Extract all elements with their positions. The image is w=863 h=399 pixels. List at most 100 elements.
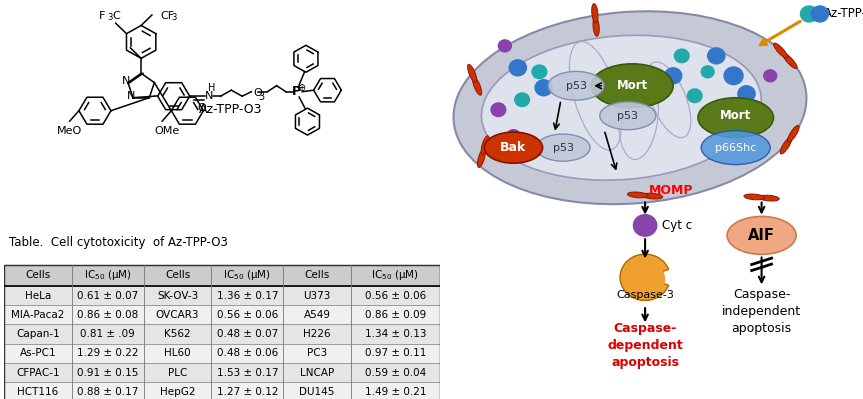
Ellipse shape: [482, 136, 489, 154]
Text: OMe: OMe: [154, 126, 180, 136]
Text: 0.59 ± 0.04: 0.59 ± 0.04: [365, 367, 426, 377]
Circle shape: [738, 86, 755, 102]
Text: Capan-1: Capan-1: [16, 329, 60, 339]
Bar: [4, 265, 440, 286]
Text: 0.91 ± 0.15: 0.91 ± 0.15: [77, 367, 138, 377]
Text: 0.61 ± 0.07: 0.61 ± 0.07: [77, 290, 138, 300]
Circle shape: [532, 65, 547, 79]
Bar: [4, 286, 440, 305]
Text: HepG2: HepG2: [160, 387, 195, 397]
Ellipse shape: [468, 64, 476, 83]
Ellipse shape: [701, 130, 770, 164]
Ellipse shape: [484, 132, 543, 163]
Circle shape: [491, 103, 506, 117]
Text: HeLa: HeLa: [25, 290, 51, 300]
Bar: [4, 324, 440, 344]
Text: K562: K562: [164, 329, 191, 339]
Ellipse shape: [773, 43, 788, 58]
Text: N: N: [127, 91, 135, 101]
Text: F: F: [99, 11, 105, 21]
Text: Cells: Cells: [165, 271, 190, 280]
Text: 3: 3: [172, 13, 177, 22]
Ellipse shape: [600, 102, 656, 130]
Text: 1.49 ± 0.21: 1.49 ± 0.21: [365, 387, 426, 397]
Text: 1.29 ± 0.22: 1.29 ± 0.22: [77, 348, 139, 358]
Ellipse shape: [593, 17, 599, 36]
Ellipse shape: [477, 149, 485, 168]
Circle shape: [507, 130, 520, 142]
Ellipse shape: [788, 125, 799, 142]
Text: IC$_{50}$ (μM): IC$_{50}$ (μM): [224, 269, 271, 282]
Text: Bak: Bak: [501, 141, 526, 154]
Circle shape: [764, 70, 777, 82]
Circle shape: [535, 80, 552, 96]
Circle shape: [498, 40, 511, 52]
Text: CF: CF: [161, 11, 174, 21]
Text: HCT116: HCT116: [17, 387, 59, 397]
Text: 0.48 ± 0.06: 0.48 ± 0.06: [217, 348, 278, 358]
Circle shape: [665, 68, 682, 84]
Text: 3: 3: [107, 13, 113, 22]
Text: H: H: [208, 83, 216, 93]
Circle shape: [811, 6, 828, 22]
Text: Az-TPP-O3: Az-TPP-O3: [824, 8, 863, 20]
Ellipse shape: [759, 195, 779, 201]
Text: C: C: [113, 11, 121, 21]
Text: AIF: AIF: [748, 228, 775, 243]
Bar: [4, 363, 440, 382]
Ellipse shape: [536, 134, 590, 161]
Text: IC$_{50}$ (μM): IC$_{50}$ (μM): [84, 269, 132, 282]
Text: MOMP: MOMP: [649, 184, 693, 197]
Text: OVCAR3: OVCAR3: [156, 310, 199, 320]
Text: 1.27 ± 0.12: 1.27 ± 0.12: [217, 387, 278, 397]
Text: 0.86 ± 0.09: 0.86 ± 0.09: [365, 310, 426, 320]
Text: IC$_{50}$ (μM): IC$_{50}$ (μM): [371, 269, 419, 282]
Text: Az-TPP-O3: Az-TPP-O3: [198, 103, 262, 116]
Text: Mort: Mort: [616, 79, 648, 92]
Text: p53: p53: [552, 142, 574, 153]
Circle shape: [701, 66, 715, 78]
Text: Cells: Cells: [26, 271, 51, 280]
Text: P: P: [292, 85, 301, 98]
Text: 1.36 ± 0.17: 1.36 ± 0.17: [217, 290, 278, 300]
Ellipse shape: [783, 53, 797, 69]
Text: HL60: HL60: [164, 348, 191, 358]
Text: p53: p53: [617, 111, 639, 121]
Circle shape: [675, 49, 689, 63]
Circle shape: [801, 6, 817, 22]
Text: 0.88 ± 0.17: 0.88 ± 0.17: [77, 387, 138, 397]
Text: ⊕: ⊕: [297, 83, 305, 93]
Text: p66Shc: p66Shc: [715, 142, 756, 153]
Ellipse shape: [592, 4, 598, 23]
Text: O: O: [254, 88, 262, 98]
Text: Cells: Cells: [305, 271, 330, 280]
Text: MeO: MeO: [57, 126, 82, 136]
Ellipse shape: [642, 193, 663, 199]
Text: 1.34 ± 0.13: 1.34 ± 0.13: [365, 329, 426, 339]
Text: N: N: [205, 91, 213, 101]
Text: O: O: [198, 103, 206, 113]
Circle shape: [747, 101, 763, 115]
Text: 0.97 ± 0.11: 0.97 ± 0.11: [365, 348, 426, 358]
Text: LNCAP: LNCAP: [299, 367, 334, 377]
Bar: [4, 305, 440, 324]
Ellipse shape: [744, 194, 765, 200]
Circle shape: [509, 60, 526, 76]
Text: SK-OV-3: SK-OV-3: [157, 290, 198, 300]
Ellipse shape: [698, 98, 773, 138]
Text: DU145: DU145: [299, 387, 335, 397]
Text: 0.86 ± 0.08: 0.86 ± 0.08: [77, 310, 138, 320]
Text: As-PC1: As-PC1: [20, 348, 56, 358]
Circle shape: [687, 89, 702, 103]
Text: p53: p53: [565, 81, 587, 91]
Circle shape: [514, 93, 529, 107]
Circle shape: [724, 67, 743, 85]
Ellipse shape: [482, 35, 761, 180]
Text: H226: H226: [303, 329, 331, 339]
Text: PLC: PLC: [168, 367, 187, 377]
Text: 0.48 ± 0.07: 0.48 ± 0.07: [217, 329, 278, 339]
Text: Mort: Mort: [720, 109, 752, 122]
Ellipse shape: [454, 11, 806, 204]
Ellipse shape: [780, 137, 791, 154]
Text: Caspase-
dependent
apoptosis: Caspase- dependent apoptosis: [608, 322, 683, 369]
